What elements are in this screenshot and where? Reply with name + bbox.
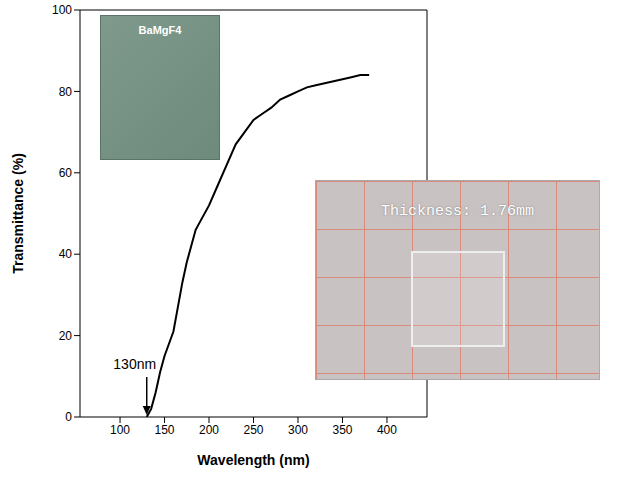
svg-text:130nm: 130nm — [113, 356, 156, 372]
svg-text:0: 0 — [65, 410, 72, 424]
svg-text:150: 150 — [155, 423, 175, 437]
svg-text:250: 250 — [243, 423, 263, 437]
html-text:BaMgF4: BaMgF4 — [138, 24, 182, 36]
svg-text:100: 100 — [110, 423, 130, 437]
svg-text:Transmittance (%): Transmittance (%) — [10, 153, 26, 274]
svg-text:100: 100 — [52, 3, 72, 17]
svg-text:300: 300 — [288, 423, 308, 437]
svg-text:350: 350 — [332, 423, 352, 437]
svg-text:80: 80 — [59, 85, 73, 99]
svg-text:400: 400 — [377, 423, 397, 437]
svg-text:20: 20 — [59, 329, 73, 343]
svg-text:200: 200 — [199, 423, 219, 437]
svg-text:60: 60 — [59, 166, 73, 180]
svg-text:Wavelength (nm): Wavelength (nm) — [197, 452, 309, 468]
svg-text:40: 40 — [59, 247, 73, 261]
html-text:Thickness: 1.76mm: Thickness: 1.76mm — [381, 203, 534, 220]
